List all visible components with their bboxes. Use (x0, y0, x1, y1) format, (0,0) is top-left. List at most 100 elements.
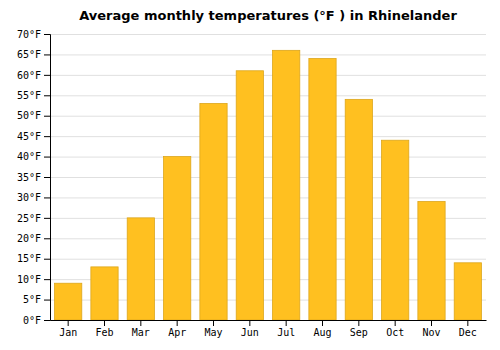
y-tick-label: 35°F (17, 172, 41, 183)
y-tick: 15°F (17, 253, 50, 264)
bar (454, 263, 481, 320)
grid-tick (50, 157, 486, 158)
y-tick: 65°F (17, 49, 50, 60)
x-tick: Feb (95, 320, 113, 338)
title: Average monthly temperatures (°F ) in Rh… (79, 8, 457, 23)
bar (345, 99, 372, 320)
grid-line (50, 75, 486, 76)
bars (55, 50, 482, 320)
x-tick-mark (431, 320, 432, 326)
y-tick-label: 70°F (17, 29, 41, 40)
x-tick-label: Apr (168, 327, 186, 338)
y-tick-mark (44, 279, 50, 280)
grid-line (50, 54, 486, 55)
y-tick-label: 65°F (17, 49, 41, 60)
y-tick: 35°F (17, 172, 50, 183)
x-tick-label: Mar (132, 327, 150, 338)
y-tick-mark (44, 320, 50, 321)
y-tick: 45°F (17, 131, 50, 142)
x-tick: Sep (350, 320, 368, 338)
grid (50, 35, 486, 321)
x-tick-mark (177, 320, 178, 326)
x-tick-label: Oct (386, 327, 404, 338)
y-tick: 70°F (17, 29, 50, 40)
x-tick: Jan (59, 320, 77, 338)
y-tick-label: 10°F (17, 274, 41, 285)
y-tick-mark (44, 75, 50, 76)
x-tick-label: Jul (277, 327, 295, 338)
x-tick: Aug (313, 320, 331, 338)
y-tick-mark (44, 54, 50, 55)
grid-tick (50, 34, 486, 35)
plot-area: 0°F 5°F 10°F 15°F 20°F 25°F 30°F 35°F 40°F 45°F 50… (17, 29, 487, 338)
x-tick-mark (104, 320, 105, 326)
x-tick-mark (286, 320, 287, 326)
x-tick-mark (358, 320, 359, 326)
x-axis-line (51, 320, 487, 321)
y-tick: 55°F (17, 90, 50, 101)
bar (418, 202, 445, 320)
x-tick: Nov (422, 320, 440, 338)
x-tick: Apr (168, 320, 186, 338)
chart: 0°F 5°F 10°F 15°F 20°F 25°F 30°F 35°F 40°F 45°F 50… (0, 0, 500, 350)
bar (382, 140, 409, 320)
y-tick-label: 0°F (23, 315, 41, 326)
y-tick-mark (44, 177, 50, 178)
x-tick-label: Dec (459, 327, 477, 338)
y-tick-label: 45°F (17, 131, 41, 142)
y-tick-label: 40°F (17, 151, 41, 162)
bar (91, 267, 118, 320)
grid-tick (50, 320, 486, 321)
y-tick: 20°F (17, 233, 50, 244)
y-axis-line (44, 35, 51, 321)
x-tick-mark (467, 320, 468, 326)
y-tick-label: 55°F (17, 90, 41, 101)
bar (200, 103, 227, 320)
grid-tick (50, 136, 486, 137)
bar (55, 283, 82, 320)
x-axis: JanFebMarAprMayJunJulAugSepOctNovDec (51, 320, 487, 338)
y-tick-label: 30°F (17, 192, 41, 203)
y-tick: 25°F (17, 213, 50, 224)
grid-line (50, 157, 486, 158)
x-tick-mark (322, 320, 323, 326)
y-tick-mark (44, 95, 50, 96)
grid-tick (50, 116, 486, 117)
grid-line (50, 177, 486, 178)
y-tick-mark (44, 259, 50, 260)
y-tick: 40°F (17, 151, 50, 162)
x-tick-mark (140, 320, 141, 326)
y-tick-mark (44, 218, 50, 219)
y-tick: 50°F (17, 110, 50, 121)
x-tick: May (204, 320, 222, 338)
x-tick-label: Jan (59, 327, 77, 338)
grid-line (50, 197, 486, 198)
y-tick: 60°F (17, 70, 50, 81)
grid-line (50, 320, 486, 321)
x-tick-mark (68, 320, 69, 326)
grid-line (50, 95, 486, 96)
x-tick: Dec (459, 320, 477, 338)
y-tick-mark (44, 300, 50, 301)
y-tick-mark (44, 34, 50, 35)
x-tick-mark (213, 320, 214, 326)
x-tick-label: Feb (95, 327, 113, 338)
y-tick-mark (44, 238, 50, 239)
y-tick-mark (44, 157, 50, 158)
y-tick-label: 5°F (23, 294, 41, 305)
y-tick: 10°F (17, 274, 50, 285)
x-tick: Oct (386, 320, 404, 338)
x-tick-label: Aug (313, 327, 331, 338)
y-tick-mark (44, 116, 50, 117)
y-tick: 30°F (17, 192, 50, 203)
y-tick: 0°F (23, 315, 50, 326)
y-axis: 0°F 5°F 10°F 15°F 20°F 25°F 30°F 35°F 40°F 45°F 50… (17, 29, 51, 326)
x-tick: Jul (277, 320, 295, 338)
y-tick-label: 50°F (17, 110, 41, 121)
x-tick-label: May (204, 327, 222, 338)
bar (127, 218, 154, 320)
grid-tick (50, 54, 486, 55)
grid-line (50, 116, 486, 117)
y-tick-mark (44, 197, 50, 198)
y-tick: 5°F (23, 294, 50, 305)
